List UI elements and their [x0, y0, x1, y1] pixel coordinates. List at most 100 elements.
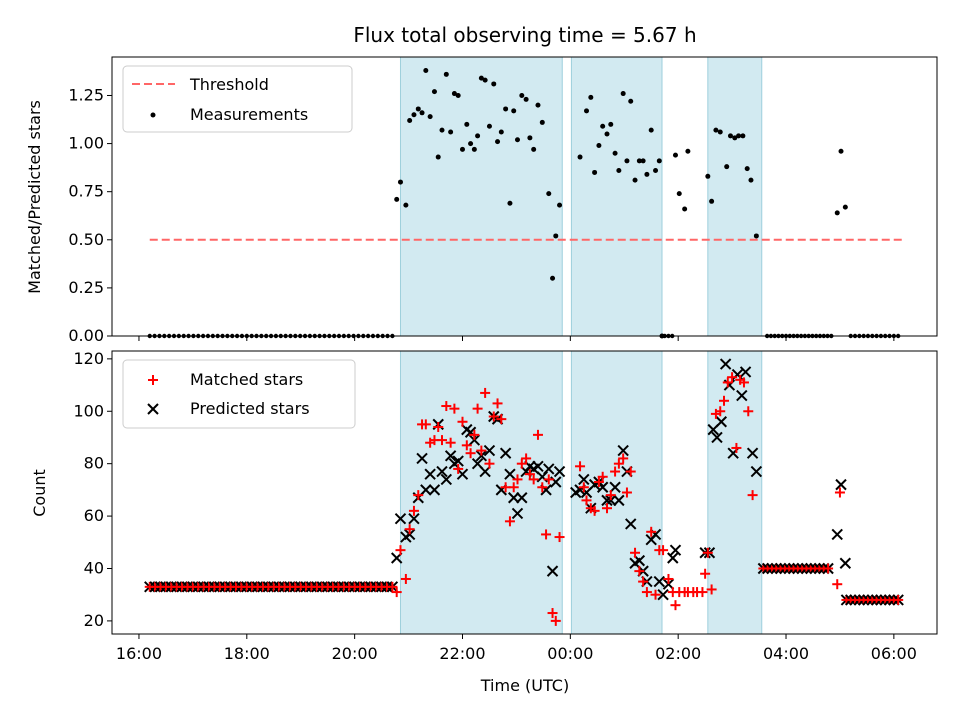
- measurement-point: [727, 133, 733, 139]
- measurement-point: [503, 106, 509, 112]
- predicted-point: [653, 575, 666, 588]
- matched-point: [480, 387, 491, 398]
- measurement-point: [648, 127, 654, 133]
- top-legend-box: [122, 65, 353, 133]
- measurement-point: [411, 112, 417, 118]
- measurement-point: [514, 137, 520, 143]
- top-y-tick-label-1: 0.25: [68, 278, 104, 297]
- measurement-point: [753, 233, 759, 239]
- matched-point: [832, 579, 843, 590]
- predicted-point: [532, 460, 544, 473]
- matched-point: [605, 490, 616, 501]
- matched-point: [650, 589, 661, 600]
- matched-point: [496, 414, 507, 425]
- matched-point: [697, 587, 708, 598]
- measurement-point: [415, 106, 421, 112]
- matched-point: [630, 547, 641, 558]
- predicted-point: [613, 494, 625, 507]
- matched-point: [461, 440, 472, 451]
- predicted-point: [504, 468, 516, 480]
- measurement-point: [632, 177, 638, 183]
- matched-point: [638, 576, 649, 587]
- matched-point: [413, 490, 424, 501]
- measurement-point: [539, 119, 545, 125]
- matched-point: [581, 495, 592, 506]
- matched-point: [613, 458, 624, 469]
- predicted-point: [416, 452, 428, 465]
- measurement-point: [527, 135, 533, 141]
- bottom-plot-frame: [111, 350, 938, 635]
- measurement-point: [588, 94, 594, 100]
- predicted-point: [625, 518, 637, 530]
- predicted-point: [428, 484, 441, 496]
- predicted-point: [394, 512, 407, 525]
- matched-point: [524, 469, 535, 480]
- matched-point: [578, 482, 589, 493]
- measurement-point: [468, 141, 474, 147]
- measurement-point: [577, 154, 583, 160]
- measurement-point: [842, 204, 848, 210]
- measurement-point: [838, 148, 844, 154]
- matched-point: [541, 529, 552, 540]
- predicted-point: [719, 358, 732, 370]
- measurement-point: [732, 135, 738, 141]
- measurement-point: [744, 166, 750, 172]
- matched-point: [437, 435, 447, 446]
- predicted-point: [444, 450, 457, 462]
- bottom-y-tick-label-1: 40: [84, 558, 104, 577]
- measurement-point: [478, 75, 484, 81]
- top-legend: Threshold Measurements: [122, 65, 353, 133]
- measurement-point: [475, 133, 481, 139]
- measurement-point: [740, 133, 746, 139]
- predicted-point: [553, 465, 566, 478]
- measurement-point: [464, 121, 470, 127]
- matched-point: [476, 445, 487, 456]
- matched-point: [391, 587, 402, 598]
- matched-point: [408, 505, 419, 516]
- measurement-point: [736, 133, 742, 139]
- matched-point: [589, 505, 600, 516]
- measurement-point: [672, 152, 678, 158]
- matched-point: [719, 395, 730, 406]
- predicted-point: [511, 507, 524, 520]
- predicted-point: [736, 389, 748, 402]
- matched-point: [722, 377, 733, 388]
- measurement-point: [705, 173, 711, 179]
- measurement-point: [656, 158, 662, 164]
- matched-point: [441, 401, 452, 412]
- measurement-point: [443, 71, 449, 77]
- matched-point: [532, 429, 543, 440]
- bottom-y-tick-label-0: 20: [84, 611, 104, 630]
- matched-point: [504, 516, 515, 527]
- top-x-ticks: [138, 336, 895, 341]
- matched-point: [625, 466, 636, 477]
- matched-point: [488, 411, 499, 422]
- measurement-point: [628, 98, 634, 104]
- matched-point: [445, 437, 456, 448]
- bottom-y-axis: 20 40 60 80 100 120: [73, 349, 112, 630]
- matched-point: [550, 615, 561, 626]
- predicted-point: [578, 473, 590, 486]
- matched-point: [575, 461, 586, 472]
- predicted-point: [408, 512, 420, 525]
- legend-measurements-label: Measurements: [190, 105, 308, 124]
- x-tick-label-3: 22:00: [439, 644, 485, 663]
- measurement-point: [724, 164, 730, 170]
- measurement-point: [486, 123, 492, 129]
- matched-point: [618, 453, 629, 464]
- bottom-y-tick-label-4: 100: [73, 401, 104, 420]
- measurement-point: [431, 89, 437, 95]
- measurement-point: [553, 233, 559, 239]
- matched-point: [610, 466, 621, 477]
- measurement-point: [604, 131, 610, 137]
- matched-point: [738, 377, 749, 388]
- predicted-point: [475, 450, 488, 462]
- measurement-point: [616, 168, 622, 174]
- bottom-shaded-spans: [399, 350, 763, 635]
- measurement-point: [717, 129, 723, 135]
- top-shaded-span-0: [399, 56, 563, 337]
- predicted-point: [424, 468, 436, 480]
- predicted-point: [839, 557, 852, 569]
- measurement-point: [653, 168, 659, 174]
